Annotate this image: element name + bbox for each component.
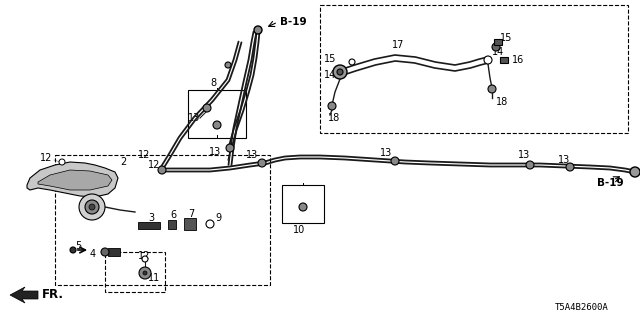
Circle shape — [143, 271, 147, 275]
Circle shape — [484, 56, 492, 64]
Circle shape — [225, 62, 231, 68]
Bar — [105, 252, 165, 292]
Text: 6: 6 — [170, 210, 176, 220]
Circle shape — [492, 43, 500, 51]
Text: 18: 18 — [496, 97, 508, 107]
Text: 7: 7 — [188, 209, 195, 219]
Text: 13: 13 — [188, 113, 200, 123]
Circle shape — [139, 267, 151, 279]
Circle shape — [333, 65, 347, 79]
Circle shape — [258, 159, 266, 167]
Text: 2: 2 — [120, 157, 126, 167]
Text: B-19: B-19 — [597, 178, 623, 188]
Bar — [55, 155, 270, 285]
Circle shape — [337, 69, 343, 75]
Text: 13: 13 — [246, 150, 259, 160]
Circle shape — [526, 161, 534, 169]
Circle shape — [101, 248, 109, 256]
Bar — [184, 218, 196, 230]
Circle shape — [70, 247, 76, 253]
Text: 9: 9 — [215, 213, 221, 223]
Bar — [494, 39, 502, 45]
Text: B-19: B-19 — [280, 17, 307, 27]
Text: 13: 13 — [518, 150, 531, 160]
Circle shape — [142, 256, 148, 262]
Circle shape — [203, 104, 211, 112]
Polygon shape — [38, 170, 112, 190]
Circle shape — [226, 144, 234, 152]
Text: 15: 15 — [500, 33, 513, 43]
Circle shape — [488, 85, 496, 93]
Text: 4: 4 — [90, 249, 96, 259]
Bar — [168, 220, 176, 229]
Text: 13: 13 — [209, 147, 221, 157]
Circle shape — [206, 220, 214, 228]
Polygon shape — [10, 287, 38, 303]
Bar — [188, 90, 246, 138]
Circle shape — [254, 26, 262, 34]
Text: 15: 15 — [324, 54, 337, 64]
Text: 12: 12 — [40, 153, 52, 163]
Circle shape — [391, 157, 399, 165]
Circle shape — [299, 203, 307, 211]
Circle shape — [89, 204, 95, 210]
Bar — [500, 57, 508, 63]
Circle shape — [566, 163, 574, 171]
Text: 5: 5 — [75, 241, 81, 251]
Text: 13: 13 — [380, 148, 392, 158]
Circle shape — [213, 121, 221, 129]
Circle shape — [85, 200, 99, 214]
Text: 18: 18 — [328, 113, 340, 123]
Circle shape — [59, 159, 65, 165]
Text: FR.: FR. — [42, 289, 64, 301]
Bar — [138, 222, 160, 229]
Text: 13: 13 — [558, 155, 570, 165]
Circle shape — [630, 167, 640, 177]
Text: 16: 16 — [512, 55, 524, 65]
Bar — [282, 185, 324, 223]
Bar — [108, 248, 120, 256]
Text: 14: 14 — [324, 70, 336, 80]
Text: 14: 14 — [492, 47, 504, 57]
Text: 12: 12 — [138, 150, 150, 160]
Circle shape — [79, 194, 105, 220]
Text: 12: 12 — [148, 160, 161, 170]
Text: 8: 8 — [210, 78, 216, 88]
Text: 10: 10 — [293, 225, 305, 235]
Circle shape — [349, 59, 355, 65]
Text: T5A4B2600A: T5A4B2600A — [555, 303, 609, 312]
Text: 12: 12 — [138, 251, 150, 261]
Text: 3: 3 — [148, 213, 154, 223]
Text: 11: 11 — [148, 273, 160, 283]
Polygon shape — [27, 162, 118, 197]
Circle shape — [328, 102, 336, 110]
Text: 17: 17 — [392, 40, 404, 50]
Bar — [320, 5, 628, 133]
Circle shape — [158, 166, 166, 174]
